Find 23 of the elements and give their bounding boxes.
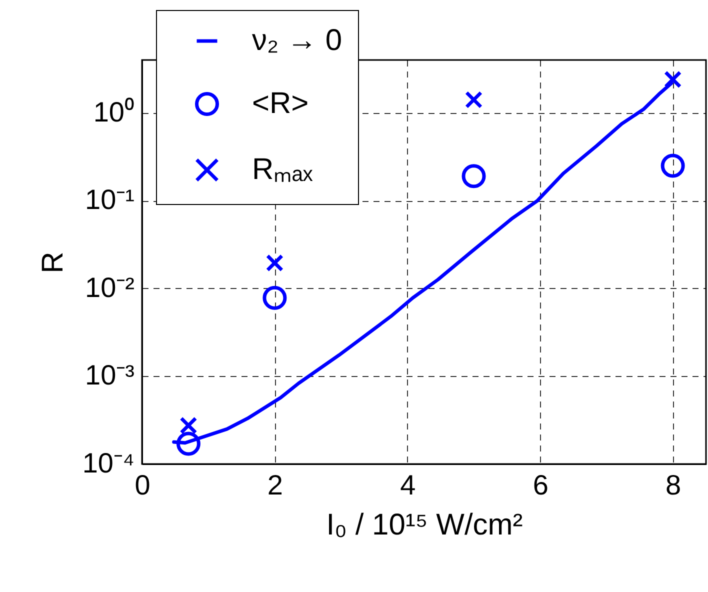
x-tick-label: 8 [666, 470, 682, 500]
y-axis-title: R [36, 252, 70, 274]
point [180, 416, 198, 434]
point [266, 254, 284, 272]
legend-label: ν₂ → 0 [252, 24, 342, 57]
x-tick-label: 4 [400, 470, 416, 500]
point [464, 90, 483, 109]
legend-label: Rₘₐₓ [252, 153, 313, 186]
y-tick-label: 10⁻³ [85, 360, 134, 391]
point [262, 286, 287, 310]
x-tick-label: 2 [267, 470, 283, 500]
y-tick-label: 10⁻² [85, 272, 134, 303]
point [660, 154, 685, 178]
x-tick-label: 0 [134, 470, 150, 500]
y-tick-label: 10⁻⁴ [82, 448, 134, 478]
legend-label: <R> [252, 87, 309, 120]
y-tick-label: 10⁰ [93, 96, 134, 128]
point [664, 70, 682, 88]
point [462, 164, 486, 188]
x-tick-label: 6 [532, 470, 548, 500]
x-axis-title: I₀ / 10¹⁵ W/cm² [326, 508, 523, 542]
point [176, 432, 200, 456]
y-tick-label: 10⁻¹ [85, 184, 134, 216]
